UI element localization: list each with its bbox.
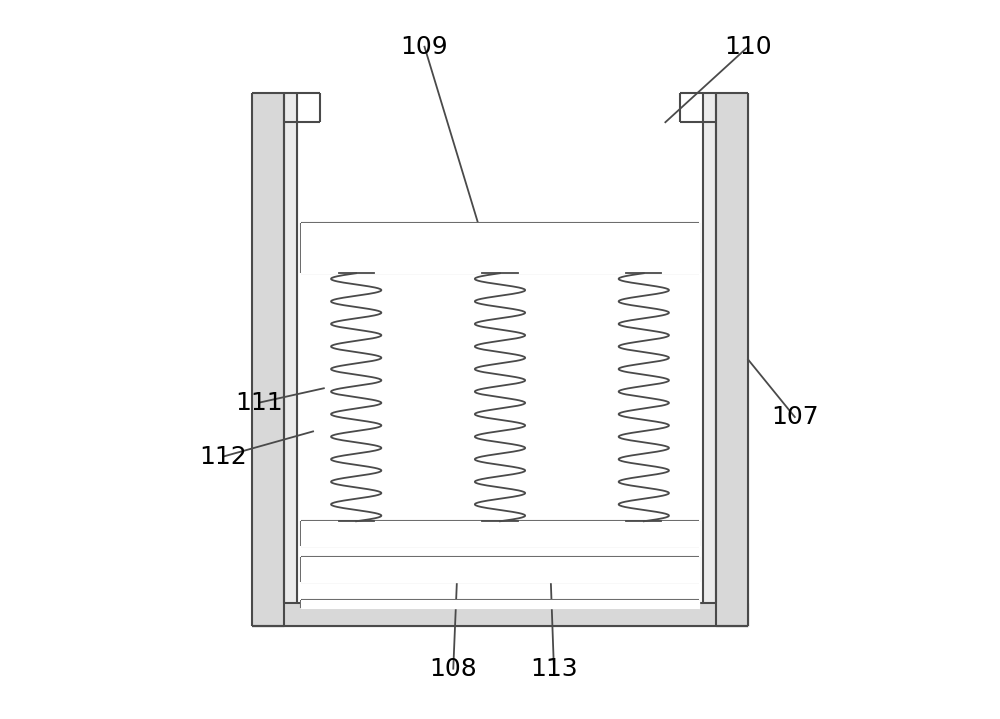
Polygon shape	[284, 93, 297, 603]
Text: 110: 110	[724, 35, 772, 59]
Polygon shape	[301, 223, 699, 273]
Text: 111: 111	[235, 390, 283, 415]
Polygon shape	[716, 93, 748, 626]
Polygon shape	[703, 93, 716, 603]
Polygon shape	[301, 521, 699, 546]
Text: 109: 109	[401, 35, 448, 59]
Polygon shape	[252, 93, 284, 626]
Polygon shape	[301, 600, 699, 608]
Polygon shape	[301, 557, 699, 582]
Polygon shape	[252, 603, 748, 626]
Text: 107: 107	[771, 405, 819, 429]
Text: 112: 112	[199, 444, 247, 469]
Text: 113: 113	[530, 656, 578, 681]
Text: 108: 108	[429, 656, 477, 681]
